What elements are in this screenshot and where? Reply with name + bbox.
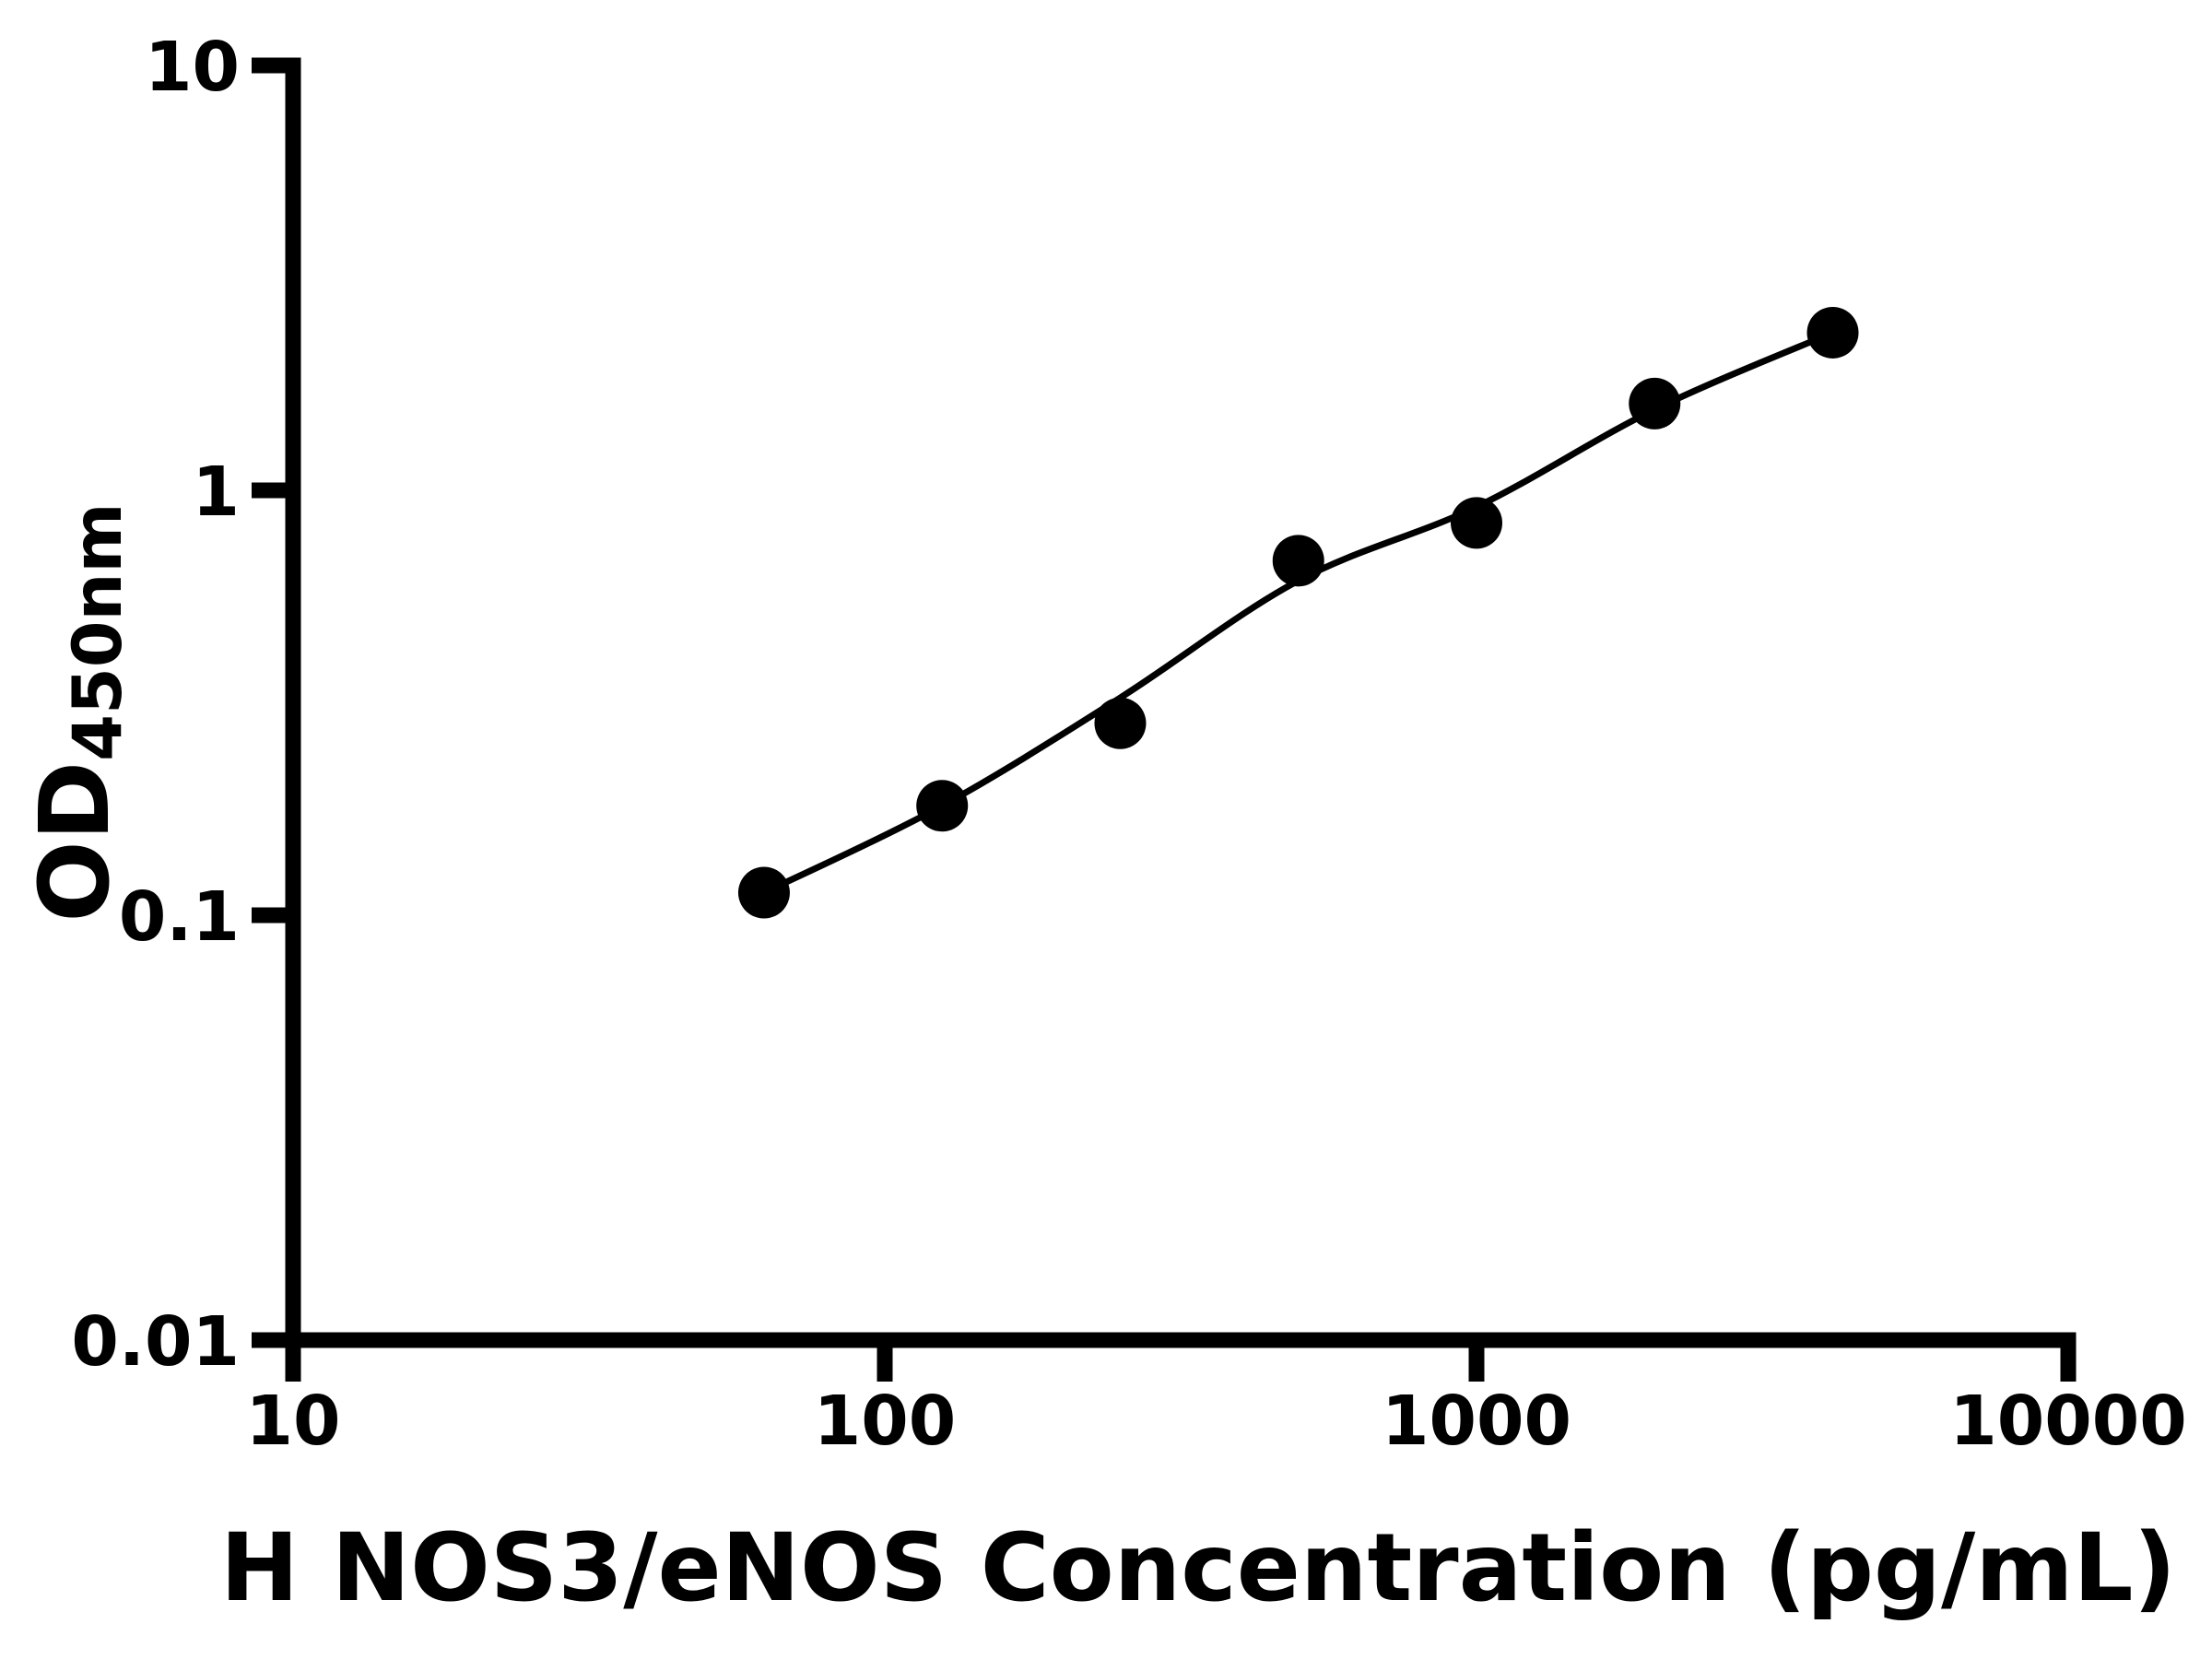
ticks-layer — [252, 57, 2077, 1382]
data-point-marker — [916, 780, 969, 832]
data-point-marker — [1272, 535, 1324, 587]
y-axis-title-main: OD — [18, 761, 131, 923]
y-axis-title-subscript: 450nm — [59, 502, 137, 760]
y-tick-label: 1 — [193, 453, 241, 532]
data-point-marker — [737, 866, 790, 919]
data-point-marker — [1806, 306, 1859, 359]
x-tick-label: 1000 — [1382, 1382, 1571, 1461]
y-axis-title: OD450nm — [18, 502, 137, 922]
data-point-marker — [1094, 697, 1147, 749]
axes-layer — [285, 57, 2077, 1348]
y-tick-label: 0.01 — [71, 1302, 240, 1382]
data-point-marker — [1451, 497, 1502, 549]
x-axis-title: H NOS3/eNOS Concentration (pg/mL) — [220, 1513, 2176, 1623]
y-tick-label: 0.1 — [119, 877, 240, 957]
y-tick-label: 10 — [145, 28, 240, 107]
data-point-marker — [1629, 377, 1681, 429]
x-tick-label: 10000 — [1949, 1382, 2186, 1461]
series-layer — [737, 306, 1859, 919]
x-tick-label: 100 — [814, 1382, 956, 1461]
x-tick-label: 10 — [246, 1382, 341, 1461]
